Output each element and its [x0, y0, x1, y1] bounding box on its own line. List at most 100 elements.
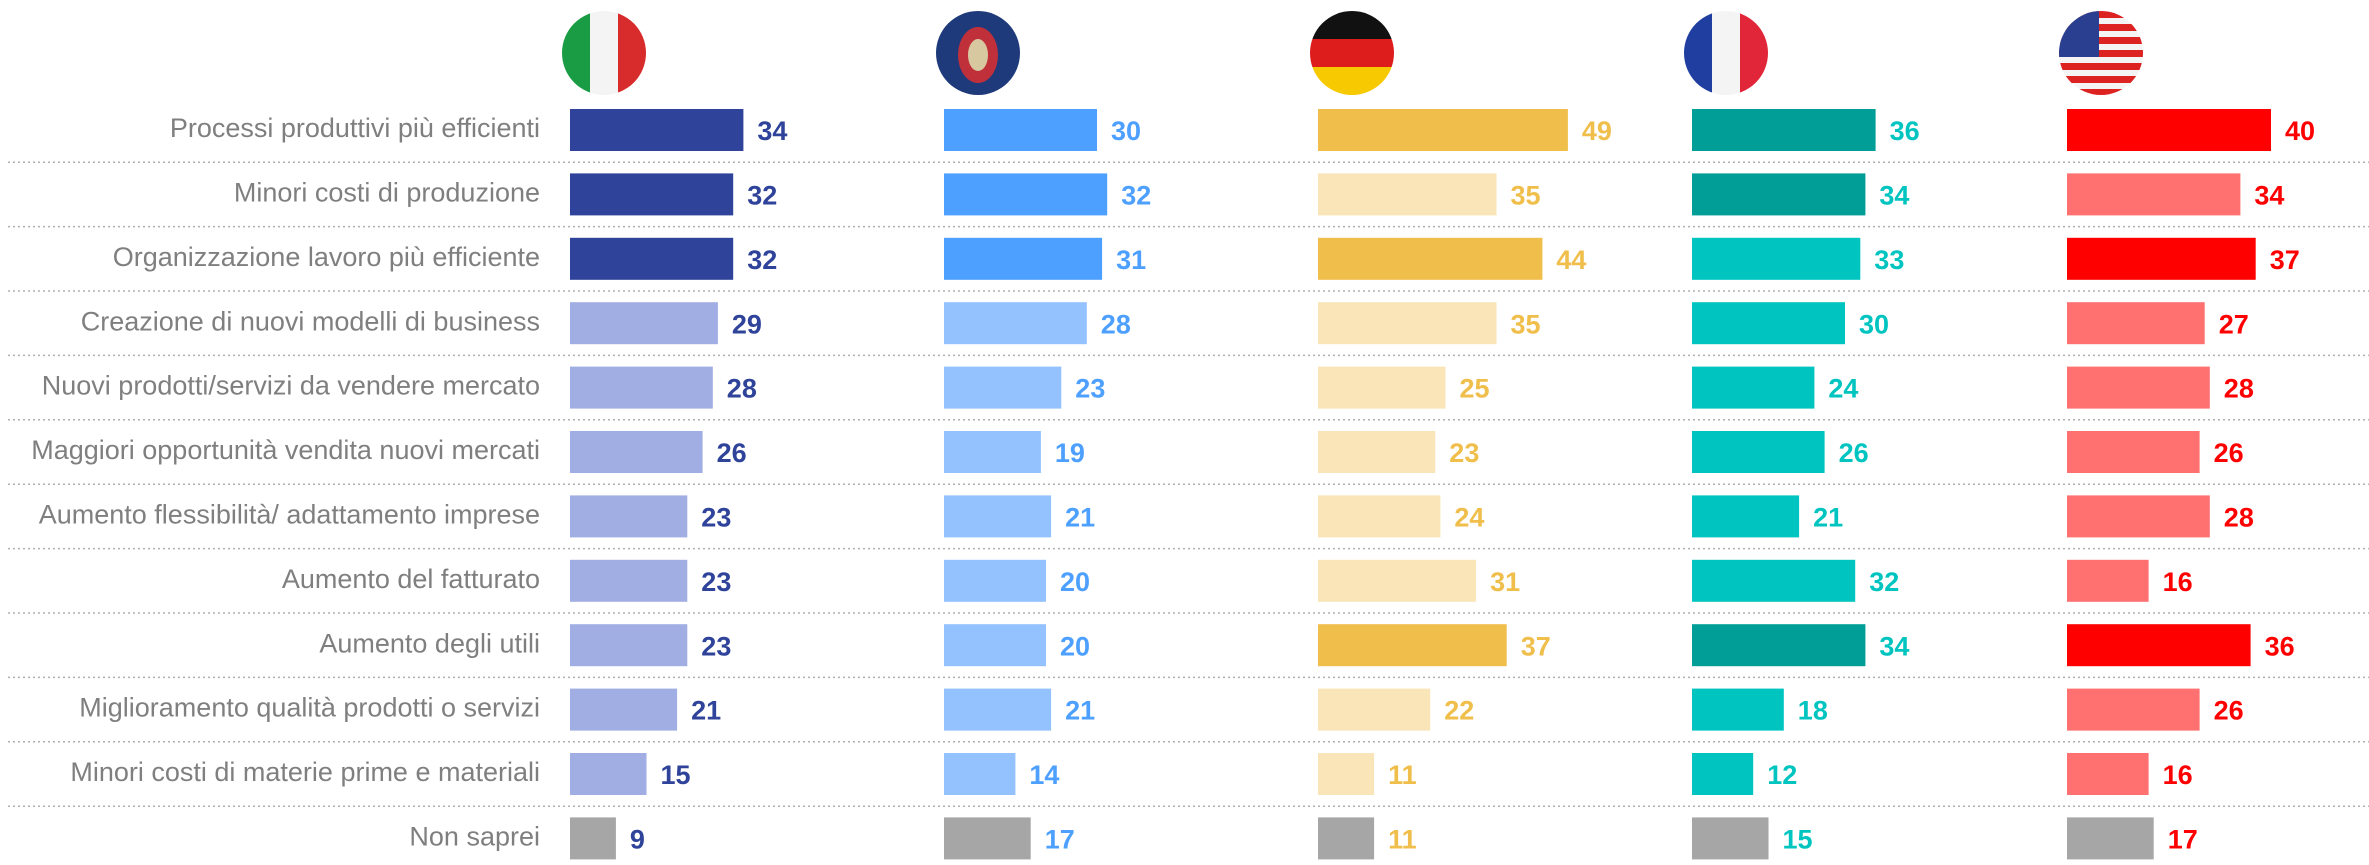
value-label: 28	[2224, 503, 2254, 533]
flag-region	[936, 11, 1020, 95]
value-label: 32	[747, 245, 777, 275]
value-label: 26	[1839, 438, 1869, 468]
bar	[570, 431, 703, 473]
value-label: 28	[727, 374, 757, 404]
bar	[570, 817, 616, 860]
value-label: 32	[747, 181, 777, 211]
bar	[944, 237, 1103, 280]
bar	[1318, 237, 1543, 280]
bar	[1318, 366, 1446, 409]
value-label: 23	[701, 503, 731, 533]
value-label: 34	[2254, 181, 2284, 211]
value-label: 36	[1890, 116, 1920, 146]
value-label: 14	[1029, 760, 1059, 790]
value-label: 21	[1065, 503, 1095, 533]
bar	[1692, 237, 1861, 280]
value-label: 34	[757, 116, 787, 146]
bar	[2067, 559, 2149, 602]
bar	[944, 109, 1097, 151]
bar	[1318, 624, 1507, 667]
flag-france	[1684, 11, 1768, 95]
value-label: 26	[2214, 696, 2244, 726]
value-label: 23	[1075, 374, 1105, 404]
value-label: 40	[2285, 116, 2315, 146]
bar	[1318, 753, 1375, 795]
value-label: 11	[1388, 825, 1417, 855]
value-label: 11	[1388, 760, 1417, 790]
bar	[1692, 817, 1769, 860]
value-label: 21	[1813, 503, 1843, 533]
bar	[944, 559, 1046, 602]
value-label: 9	[630, 825, 645, 855]
value-label: 22	[1444, 696, 1474, 726]
category-label: Organizzazione lavoro più efficiente	[113, 242, 540, 272]
value-label: 44	[1556, 245, 1586, 275]
category-label: Miglioramento qualità prodotti o servizi	[79, 693, 540, 723]
category-label: Aumento degli utili	[319, 628, 540, 658]
value-label: 23	[701, 631, 731, 661]
bar	[1318, 109, 1568, 151]
category-label: Creazione di nuovi modelli di business	[81, 306, 540, 336]
value-label: 25	[1460, 374, 1490, 404]
value-label: 34	[1879, 631, 1909, 661]
value-label: 49	[1582, 116, 1612, 146]
value-label: 30	[1111, 116, 1141, 146]
bar	[1692, 366, 1815, 409]
bar	[1692, 173, 1866, 216]
value-label: 17	[2168, 825, 2198, 855]
value-label: 15	[661, 760, 691, 790]
category-label: Processi produttivi più efficienti	[170, 113, 540, 143]
bar	[1692, 753, 1754, 795]
bar	[1318, 495, 1441, 538]
value-label: 36	[2265, 631, 2295, 661]
bar	[1318, 559, 1477, 602]
bar	[570, 237, 734, 280]
bar	[944, 173, 1108, 216]
category-label: Non saprei	[409, 822, 540, 852]
bar	[1692, 109, 1876, 151]
value-label: 29	[732, 309, 762, 339]
bar	[944, 431, 1041, 473]
bar	[944, 302, 1087, 345]
bar	[570, 366, 713, 409]
value-label: 37	[1521, 631, 1551, 661]
value-label: 37	[2270, 245, 2300, 275]
bar	[2067, 431, 2200, 473]
value-label: 16	[2163, 567, 2193, 597]
bar	[2067, 817, 2154, 860]
value-label: 19	[1055, 438, 1085, 468]
bar	[2067, 237, 2256, 280]
value-label: 17	[1045, 825, 1075, 855]
bar	[570, 109, 744, 151]
bar	[1318, 688, 1431, 731]
category-label: Maggiori opportunità vendita nuovi merca…	[31, 435, 540, 465]
bar	[570, 688, 678, 731]
flag-usa	[2059, 11, 2143, 95]
value-label: 31	[1490, 567, 1520, 597]
value-label: 18	[1798, 696, 1828, 726]
bar	[1692, 495, 1800, 538]
category-label: Minori costi di materie prime e material…	[70, 757, 540, 787]
value-label: 32	[1869, 567, 1899, 597]
value-label: 23	[1449, 438, 1479, 468]
bar	[2067, 495, 2210, 538]
bar	[570, 559, 688, 602]
bar	[1692, 688, 1784, 731]
bar	[2067, 366, 2210, 409]
bar	[2067, 109, 2271, 151]
value-label: 27	[2219, 309, 2249, 339]
value-label: 34	[1879, 181, 1909, 211]
bar	[570, 173, 734, 216]
value-label: 28	[2224, 374, 2254, 404]
bar	[1318, 817, 1375, 860]
bar	[944, 817, 1031, 860]
value-label: 12	[1767, 760, 1797, 790]
value-label: 20	[1060, 567, 1090, 597]
flag-italy	[562, 11, 646, 95]
bar	[570, 753, 647, 795]
value-label: 23	[701, 567, 731, 597]
bar	[1318, 302, 1497, 345]
bar	[944, 624, 1046, 667]
bar	[570, 302, 718, 345]
